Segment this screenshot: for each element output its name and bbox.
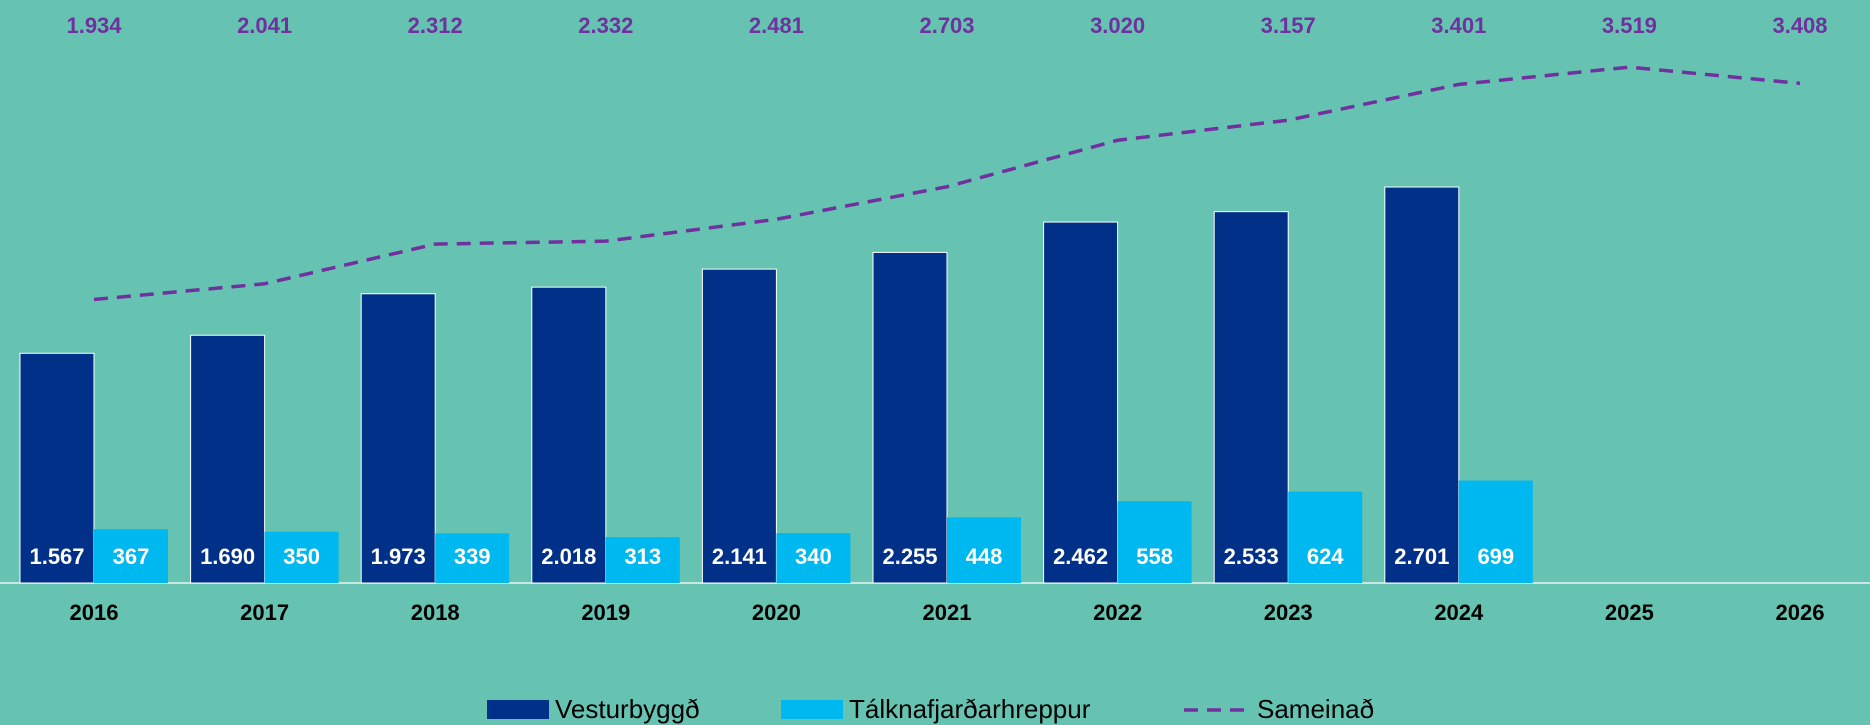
x-tick-label: 2017 — [240, 600, 289, 625]
bar — [531, 286, 607, 584]
bar-value-label: 1.973 — [371, 544, 426, 569]
bar — [190, 334, 266, 584]
line-value-label: 2.703 — [919, 13, 974, 38]
line-value-label: 1.934 — [66, 13, 122, 38]
bar-value-label: 2.701 — [1394, 544, 1449, 569]
bar — [19, 352, 95, 584]
line-value-label: 3.408 — [1772, 13, 1827, 38]
bar-value-label: 340 — [795, 544, 832, 569]
bar — [94, 529, 168, 583]
bar-value-label: 350 — [283, 544, 320, 569]
legend-swatch — [781, 700, 843, 719]
bar — [1213, 211, 1289, 584]
bar — [872, 251, 948, 584]
bar-value-label: 313 — [624, 544, 661, 569]
line-value-label: 3.157 — [1261, 13, 1316, 38]
legend-swatch — [487, 700, 549, 719]
bar-value-label: 2.018 — [541, 544, 596, 569]
x-tick-label: 2025 — [1605, 600, 1654, 625]
bar-value-label: 339 — [454, 544, 491, 569]
x-tick-label: 2018 — [411, 600, 460, 625]
x-tick-label: 2026 — [1776, 600, 1825, 625]
bar-value-label: 558 — [1136, 544, 1173, 569]
legend-label: Tálknafjarðarhreppur — [849, 694, 1091, 724]
line-value-label: 2.481 — [749, 13, 804, 38]
x-tick-label: 2024 — [1434, 600, 1484, 625]
bar-value-label: 2.462 — [1053, 544, 1108, 569]
x-tick-label: 2023 — [1264, 600, 1313, 625]
legend-label: Vesturbyggð — [555, 694, 700, 724]
bar-value-label: 448 — [966, 544, 1003, 569]
bar-value-label: 2.255 — [882, 544, 937, 569]
bar — [701, 268, 777, 584]
bar — [1117, 501, 1192, 583]
legend-label: Sameinað — [1257, 694, 1374, 724]
bar — [435, 533, 510, 583]
bar-value-label: 1.567 — [29, 544, 84, 569]
bar-value-label: 1.690 — [200, 544, 255, 569]
line — [93, 65, 1801, 302]
bar — [360, 293, 436, 584]
bar-value-label: 367 — [113, 544, 150, 569]
bar — [1043, 221, 1119, 584]
bar-value-label: 699 — [1477, 544, 1514, 569]
bar — [1458, 480, 1533, 583]
line-value-label: 2.332 — [578, 13, 633, 38]
x-tick-label: 2019 — [581, 600, 630, 625]
bar — [776, 533, 851, 583]
line-value-label: 2.312 — [408, 13, 463, 38]
line-value-label: 3.401 — [1431, 13, 1486, 38]
line-value-label: 2.041 — [237, 13, 292, 38]
bar-value-label: 2.141 — [712, 544, 767, 569]
x-tick-label: 2020 — [752, 600, 801, 625]
bar — [264, 531, 339, 583]
line-value-label: 3.519 — [1602, 13, 1657, 38]
bar — [1288, 491, 1363, 583]
bar — [1384, 186, 1460, 584]
x-tick-label: 2022 — [1093, 600, 1142, 625]
bar — [947, 517, 1021, 583]
bar — [605, 537, 680, 583]
bar-value-label: 624 — [1307, 544, 1344, 569]
x-tick-label: 2021 — [923, 600, 972, 625]
line-value-label: 3.020 — [1090, 13, 1145, 38]
x-tick-label: 2016 — [70, 600, 119, 625]
bar-value-label: 2.533 — [1224, 544, 1279, 569]
